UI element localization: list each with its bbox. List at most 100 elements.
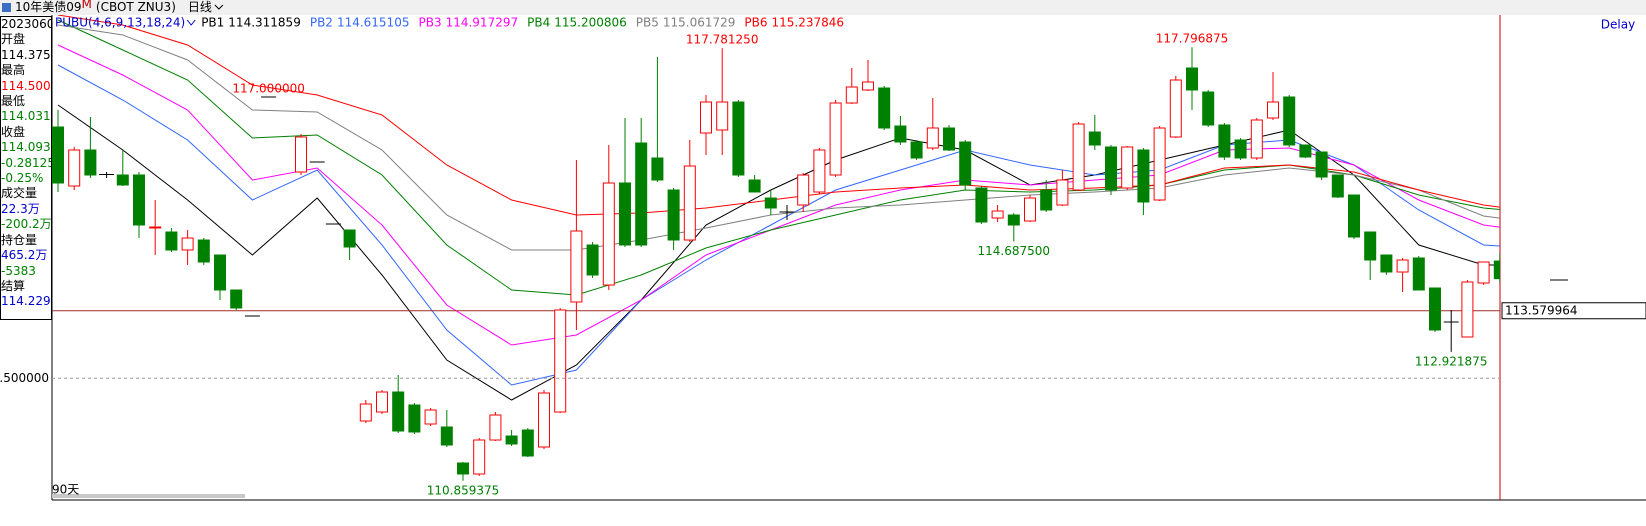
candle-body [1153, 127, 1166, 201]
candle-body [505, 435, 518, 445]
candle-body [181, 237, 194, 251]
period: 日线 [188, 0, 212, 14]
candle-body [68, 149, 81, 187]
status: Delay [1601, 18, 1635, 32]
legend-name: PB1 [201, 16, 224, 30]
candle-body [716, 101, 729, 131]
candle-body [1137, 149, 1150, 203]
candle-body [1056, 179, 1069, 206]
info-line: -200.2万 [1, 217, 51, 232]
candle-body [392, 391, 405, 432]
candle-body [764, 197, 777, 209]
candle-body [1396, 259, 1409, 273]
candle-body [1283, 96, 1296, 146]
candle-body [214, 254, 226, 291]
candle-body [84, 149, 97, 176]
candle-body [1007, 214, 1020, 226]
candle-body [878, 87, 891, 129]
price-label-box [1501, 302, 1646, 320]
candle-body [1186, 67, 1198, 91]
extreme-label: 117.000000 [232, 82, 305, 96]
candle-body [1072, 123, 1085, 191]
info-line: 持仓量 [1, 232, 38, 247]
legend-value: 114.917297 [446, 16, 519, 30]
candle-body [1088, 131, 1101, 146]
candle-body [440, 426, 453, 446]
candle-body [1234, 139, 1247, 159]
info-line: 114.5000 [1, 78, 51, 93]
candle-body [473, 439, 486, 475]
symbol-name: 10年美债09 [15, 0, 82, 14]
candle-body [1202, 91, 1215, 126]
candle-body [1218, 124, 1231, 158]
candle-body [683, 165, 696, 241]
candle-body [1380, 254, 1393, 273]
candle-body [230, 289, 243, 309]
info-line: 成交量 [1, 186, 38, 201]
candle-body [975, 187, 988, 223]
candle-body [1121, 146, 1134, 189]
candle-body [1348, 194, 1360, 238]
candle-body [1477, 261, 1490, 284]
symbol-sup: M [82, 0, 92, 11]
legend-name: PB5 [636, 16, 659, 30]
candle-body [1461, 281, 1474, 338]
candle-body [1105, 146, 1117, 191]
candle-body [376, 391, 388, 413]
info-line: 465.2万 [1, 248, 48, 263]
period-dropdown[interactable] [214, 4, 224, 10]
candle-body [1412, 257, 1425, 291]
legend-value: 115.237846 [772, 16, 845, 30]
extreme-label: 112.921875 [1415, 354, 1488, 368]
info-line: 开盘 [1, 32, 26, 47]
info-line: -5383 [1, 263, 36, 278]
info-panel: 20230601开盘114.3750最高114.5000最低114.0312收盘… [0, 16, 52, 320]
candle-body [619, 182, 631, 246]
candle-body [1299, 144, 1312, 158]
legend-dropdown[interactable] [186, 19, 196, 26]
legend-name: PB2 [310, 16, 333, 30]
candle-body [651, 157, 664, 181]
candle-body [165, 231, 178, 251]
legend-value: 115.200806 [554, 16, 627, 30]
candle-body [570, 230, 583, 303]
legend-title: PUBU(4,6,9,13,18,24) [55, 16, 185, 30]
candle-body [116, 174, 129, 186]
candle-body [133, 174, 145, 226]
scroll-bar[interactable] [52, 494, 245, 498]
candle-body [910, 141, 923, 159]
legend-name: PB3 [418, 16, 441, 30]
candle-body [667, 189, 680, 241]
candle-body [52, 126, 64, 184]
candle-body [1250, 119, 1263, 159]
candle-body [457, 462, 469, 475]
candle-body [538, 392, 550, 448]
candle-body [521, 429, 534, 457]
range-label: 90天 [52, 483, 79, 497]
candle-body [343, 229, 356, 248]
candle-body [197, 239, 210, 263]
candle-body [1429, 287, 1441, 331]
symbol-code: (CBOT ZNU3) [96, 0, 176, 14]
candle-body [700, 101, 712, 134]
info-line: 114.0312 [1, 109, 51, 124]
extreme-label: 114.687500 [978, 244, 1051, 258]
candle-body [1024, 197, 1036, 222]
legend-value: 114.311859 [228, 16, 301, 30]
info-line: 结算 [1, 278, 26, 293]
candle-body [813, 149, 826, 193]
candle-body [943, 127, 955, 151]
top-bar [0, 0, 1646, 15]
candle-body [424, 409, 437, 425]
ma-line [57, 19, 1500, 296]
candle-body [732, 101, 745, 176]
extreme-label: 110.859375 [427, 483, 500, 497]
candle-body [862, 81, 874, 91]
candle-body [845, 86, 858, 104]
ma-line [57, 104, 1500, 401]
candle-body [991, 210, 1004, 219]
info-line: 114.2298 [1, 294, 51, 309]
candle-body [1315, 151, 1328, 178]
